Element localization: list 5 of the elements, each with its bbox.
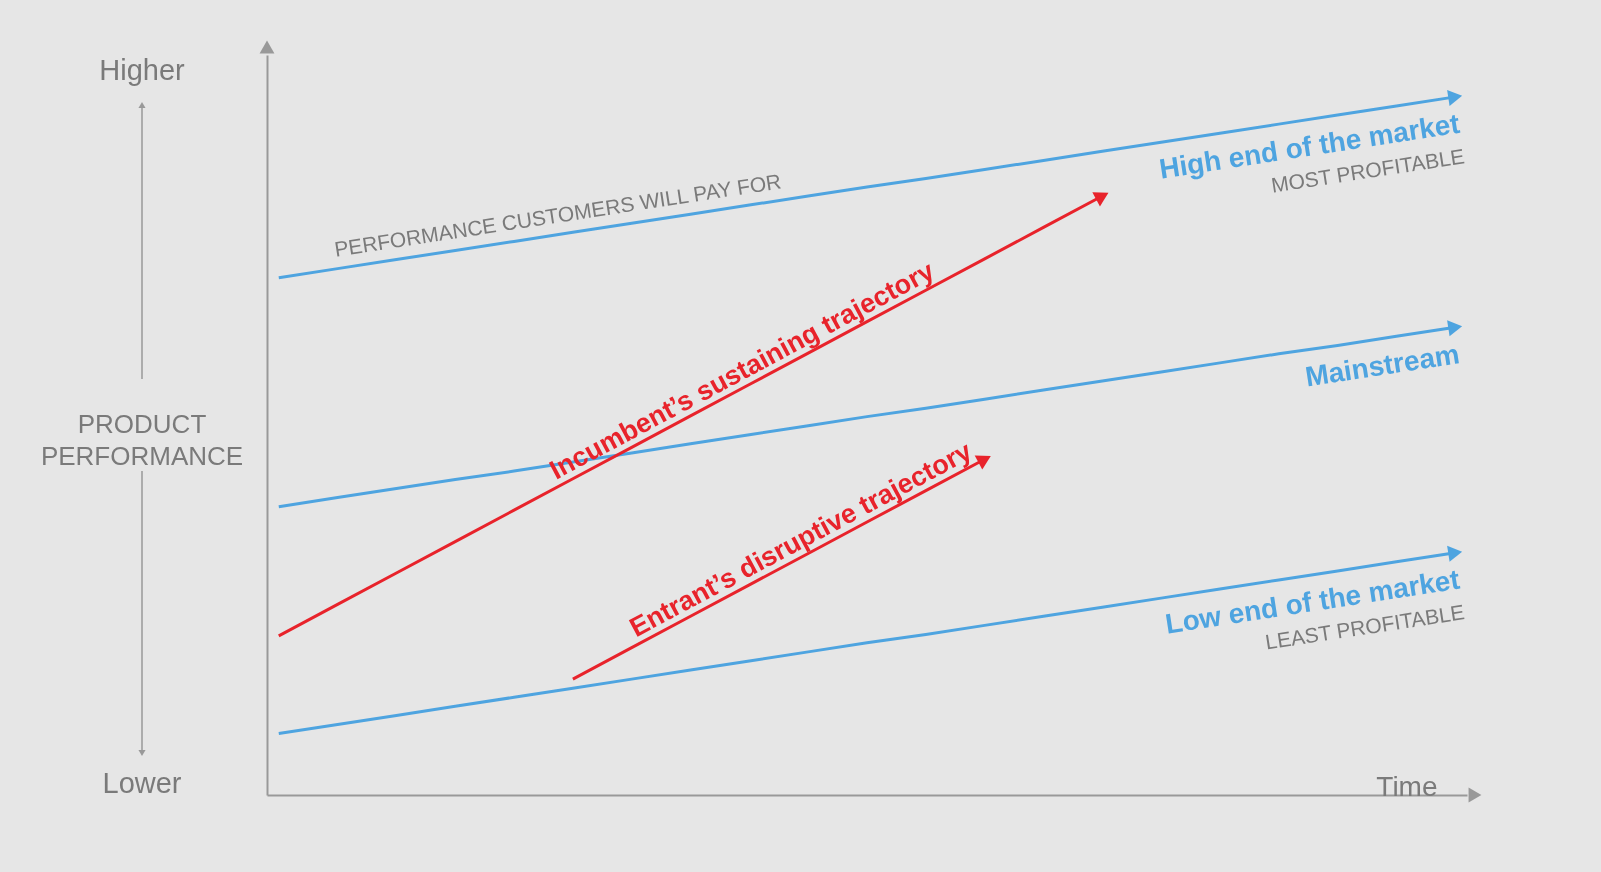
text: Higher	[99, 54, 186, 86]
x-axis-title: Time	[1376, 770, 1438, 802]
y-axis-title: PRODUCT PERFORMANCE	[40, 409, 244, 471]
text: Mainstream	[1303, 338, 1462, 393]
text: Lower	[102, 767, 182, 799]
